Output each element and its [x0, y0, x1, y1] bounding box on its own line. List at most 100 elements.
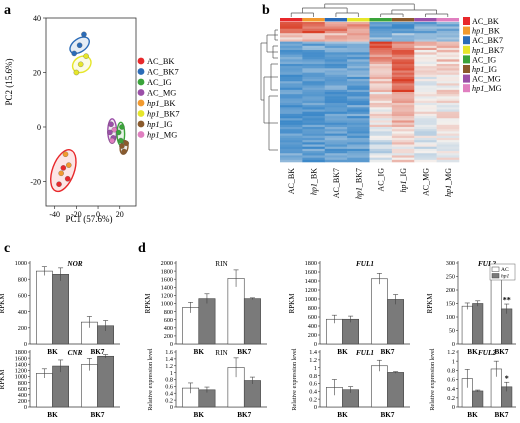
heatmap-cell: [391, 61, 415, 65]
heatmap-cell: [324, 57, 348, 60]
heatmap-cell: [436, 24, 460, 27]
bar-ytick-label: 1400: [305, 278, 317, 285]
heatmap-cell: [414, 76, 437, 80]
heatmap-cell: [391, 37, 415, 40]
heatmap-group-strip: [369, 18, 392, 22]
heatmap-cell: [369, 70, 393, 73]
heatmap-cell: [347, 102, 370, 106]
bar: [52, 365, 70, 408]
heatmap-cell: [302, 57, 326, 60]
heatmap-cell: [324, 105, 348, 108]
heatmap-cell: [280, 81, 303, 84]
heatmap-cell: [369, 28, 393, 32]
bar: [387, 299, 405, 345]
heatmap-cell: [436, 74, 460, 78]
heatmap-cell: [369, 94, 393, 97]
bar-category-label: BK7: [495, 348, 509, 356]
heatmap-cell: [347, 74, 370, 78]
bar-chart-title: NOR: [66, 260, 82, 268]
heatmap-cell: [414, 74, 437, 78]
heatmap-cell: [436, 22, 460, 25]
heatmap-cell: [324, 94, 348, 97]
heatmap-cell: [280, 98, 303, 102]
heatmap-cell: [414, 157, 437, 161]
heatmap-cell: [436, 26, 460, 30]
heatmap-cell: [436, 140, 460, 143]
heatmap-cell: [302, 52, 326, 55]
heatmap-cell: [347, 22, 370, 25]
heatmap-cell: [414, 28, 437, 32]
bar-ytick-label: 400: [164, 325, 173, 332]
heatmap-cell: [414, 131, 437, 134]
bar-ytick-label: 100: [446, 314, 455, 321]
heatmap-cell: [369, 116, 393, 119]
heatmap-cell: [369, 113, 393, 117]
heatmap-cell: [436, 79, 460, 82]
bar: [243, 380, 261, 408]
pca-legend-swatch: [137, 78, 145, 86]
heatmap-cell: [280, 140, 303, 143]
bar-category-label: BK: [337, 348, 348, 356]
heatmap-cell: [347, 43, 370, 47]
heatmap-cell: [302, 120, 326, 123]
pca-point: [77, 61, 84, 68]
heatmap-cell: [436, 85, 460, 88]
heatmap-cell: [414, 47, 437, 51]
heatmap-cell: [436, 157, 460, 161]
heatmap-cell: [369, 74, 393, 78]
heatmap-cell: [347, 129, 370, 132]
heatmap-cell: [436, 137, 460, 141]
bar-ytick-label: 1: [452, 358, 455, 365]
heatmap-cell: [436, 102, 460, 106]
heatmap-cell: [347, 35, 370, 38]
heatmap-cell: [324, 113, 348, 117]
heatmap-cell: [391, 50, 415, 53]
heatmap-cell: [280, 124, 303, 128]
heatmap-cell: [391, 127, 415, 130]
pca-legend-swatch: [137, 57, 145, 65]
heatmap-cell: [302, 105, 326, 108]
bar-chart-title: FUL1: [356, 349, 374, 357]
heatmap-cell: [324, 107, 348, 110]
heatmap-cell: [324, 33, 348, 36]
heatmap-cell: [347, 111, 370, 115]
heatmap-cell: [414, 118, 437, 121]
heatmap-cell: [391, 124, 415, 128]
bar-legend-label: hp1: [501, 274, 510, 280]
pca-point: [115, 129, 122, 136]
heatmap-cell: [436, 124, 460, 128]
heatmap-cell: [280, 66, 303, 69]
heatmap-cell: [347, 24, 370, 27]
heatmap-cell: [391, 142, 415, 145]
panel-label-c: c: [4, 241, 10, 256]
heatmap-cell: [280, 35, 303, 38]
heatmap-cell: [347, 59, 370, 62]
heatmap-cell: [391, 72, 415, 76]
heatmap-cell: [302, 72, 326, 76]
bar-ytick-label: 300: [446, 260, 455, 267]
heatmap-cell: [280, 87, 303, 91]
heatmap-cell: [436, 61, 460, 65]
heatmap-legend-swatch: [463, 45, 470, 54]
heatmap-group-strip: [414, 18, 437, 22]
heatmap-cell: [391, 68, 415, 71]
heatmap-cell: [280, 155, 303, 158]
heatmap-cell: [369, 72, 393, 76]
heatmap-cell: [324, 87, 348, 91]
heatmap-cell: [436, 87, 460, 91]
bar-ytick-label: 1.6: [165, 349, 173, 356]
heatmap-cell: [347, 148, 370, 152]
heatmap-cell: [414, 22, 437, 25]
heatmap-cell: [369, 155, 393, 158]
heatmap-cell: [324, 79, 348, 82]
heatmap: AC_BK hp1_BK AC_BK7 hp1_BK7 AC_IG hp1_IG AC_MG…: [260, 3, 504, 199]
heatmap-cell: [347, 116, 370, 119]
heatmap-cell: [280, 120, 303, 123]
heatmap-cell: [302, 50, 326, 53]
heatmap-cell: [347, 107, 370, 110]
pca-xtick-label: 20: [116, 210, 124, 219]
heatmap-cell: [391, 26, 415, 30]
heatmap-cell: [302, 59, 326, 62]
heatmap-legend-swatch: [463, 26, 470, 35]
